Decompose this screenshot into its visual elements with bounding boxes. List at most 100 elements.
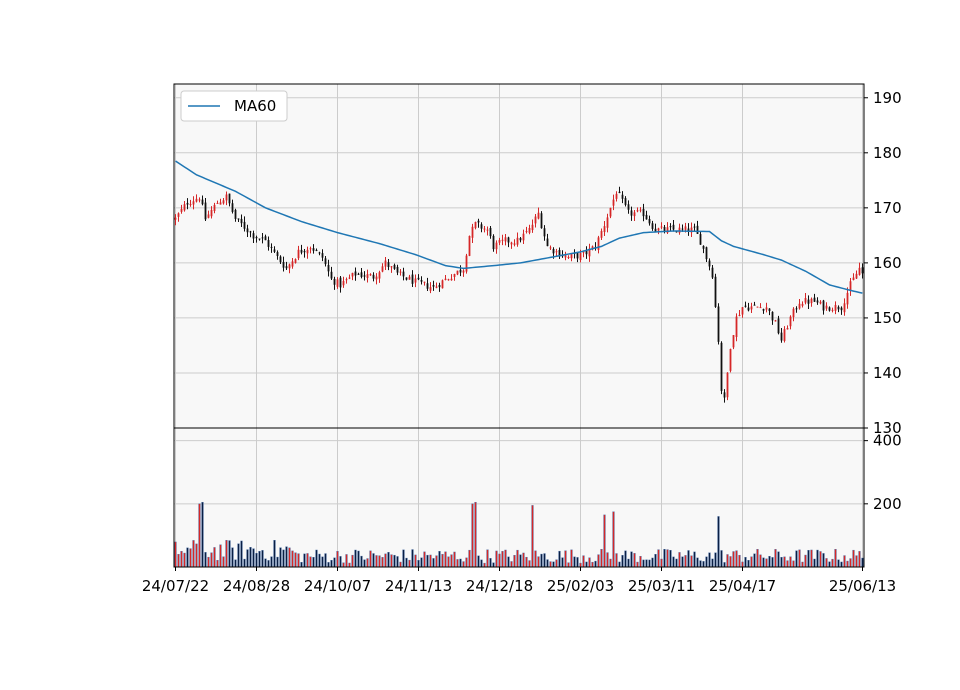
volume-bar bbox=[255, 552, 258, 568]
volume-bar bbox=[696, 557, 699, 568]
candle-body bbox=[564, 255, 567, 258]
volume-bar bbox=[690, 555, 693, 568]
volume-bar bbox=[351, 554, 354, 568]
candle-body bbox=[303, 250, 306, 253]
volume-bar bbox=[315, 549, 318, 568]
candle-body bbox=[822, 300, 825, 311]
volume-bar bbox=[507, 556, 510, 568]
candle-body bbox=[264, 236, 267, 241]
candle-body bbox=[453, 274, 456, 277]
volume-bar bbox=[270, 556, 273, 568]
candle-body bbox=[765, 307, 768, 310]
candle-body bbox=[357, 273, 360, 275]
candle-body bbox=[333, 278, 336, 285]
volume-bar bbox=[573, 556, 576, 568]
candle-body bbox=[366, 274, 369, 278]
candle-body bbox=[195, 198, 198, 202]
candle-body bbox=[339, 277, 342, 288]
volume-bar bbox=[372, 553, 375, 568]
candle-body bbox=[321, 253, 324, 258]
candle-body bbox=[828, 307, 831, 311]
volume-bar bbox=[402, 549, 405, 568]
candle-body bbox=[468, 235, 471, 256]
volume-bar bbox=[510, 561, 513, 568]
volume-bar bbox=[831, 558, 834, 568]
candle-body bbox=[186, 202, 189, 205]
candle-body bbox=[801, 303, 804, 306]
volume-bar bbox=[801, 561, 804, 568]
candle-body bbox=[300, 249, 303, 253]
candle-body bbox=[345, 279, 348, 281]
candle-body bbox=[405, 277, 408, 280]
candle-body bbox=[852, 277, 855, 281]
candle-body bbox=[237, 218, 240, 220]
candle-body bbox=[831, 309, 834, 311]
volume-bar bbox=[357, 550, 360, 568]
candle-body bbox=[690, 227, 693, 233]
candle-body bbox=[183, 204, 186, 211]
volume-bar bbox=[555, 559, 558, 568]
candle-body bbox=[510, 242, 513, 245]
volume-bar bbox=[417, 560, 420, 568]
volume-bar bbox=[834, 549, 837, 568]
candle-body bbox=[375, 276, 378, 280]
volume-bar bbox=[849, 558, 852, 568]
volume-bar bbox=[330, 559, 333, 568]
candle-body bbox=[348, 277, 351, 279]
volume-y-tick-label: 200 bbox=[873, 495, 902, 513]
volume-bar bbox=[378, 555, 381, 568]
volume-bar bbox=[615, 553, 618, 568]
candle-body bbox=[705, 247, 708, 260]
volume-bar bbox=[513, 555, 516, 568]
volume-bar bbox=[312, 557, 315, 568]
price-y-tick-label: 170 bbox=[873, 199, 902, 217]
candle-body bbox=[441, 280, 444, 289]
volume-bar bbox=[561, 557, 564, 568]
volume-bar bbox=[669, 550, 672, 568]
volume-bar bbox=[225, 540, 228, 568]
candle-body bbox=[720, 342, 723, 391]
volume-bar bbox=[426, 554, 429, 568]
volume-bar bbox=[174, 541, 177, 568]
candle-body bbox=[726, 372, 729, 398]
volume-bar bbox=[753, 553, 756, 568]
volume-bar bbox=[543, 553, 546, 568]
volume-bar bbox=[705, 556, 708, 568]
volume-bar bbox=[189, 548, 192, 568]
candle-body bbox=[552, 249, 555, 254]
candle-body bbox=[189, 203, 192, 205]
volume-bar bbox=[441, 554, 444, 568]
volume-bar bbox=[264, 558, 267, 568]
volume-bar bbox=[471, 503, 474, 568]
volume-bar bbox=[474, 502, 477, 568]
volume-bar bbox=[828, 561, 831, 568]
volume-bar bbox=[693, 551, 696, 568]
volume-bar bbox=[624, 550, 627, 568]
volume-bar bbox=[603, 514, 606, 568]
candle-body bbox=[246, 228, 249, 233]
candle-body bbox=[477, 220, 480, 223]
candle-body bbox=[411, 274, 414, 284]
volume-bar bbox=[768, 556, 771, 568]
candle-body bbox=[789, 316, 792, 327]
candle-body bbox=[609, 207, 612, 217]
volume-bar bbox=[261, 550, 264, 568]
volume-bar bbox=[297, 553, 300, 568]
volume-bar bbox=[429, 554, 432, 568]
volume-bar bbox=[600, 549, 603, 568]
candle-body bbox=[207, 214, 210, 218]
candle-body bbox=[489, 227, 492, 237]
candle-body bbox=[744, 305, 747, 307]
volume-bar bbox=[396, 556, 399, 568]
volume-bar bbox=[660, 558, 663, 568]
volume-bar bbox=[708, 552, 711, 568]
legend-box bbox=[180, 90, 288, 122]
candle-body bbox=[582, 251, 585, 253]
volume-bar bbox=[816, 549, 819, 568]
x-tick-label: 25/03/11 bbox=[628, 577, 695, 595]
candle-body bbox=[858, 267, 861, 275]
volume-bar bbox=[408, 559, 411, 568]
candle-body bbox=[693, 226, 696, 228]
candle-body bbox=[276, 252, 279, 257]
candle-body bbox=[459, 269, 462, 273]
